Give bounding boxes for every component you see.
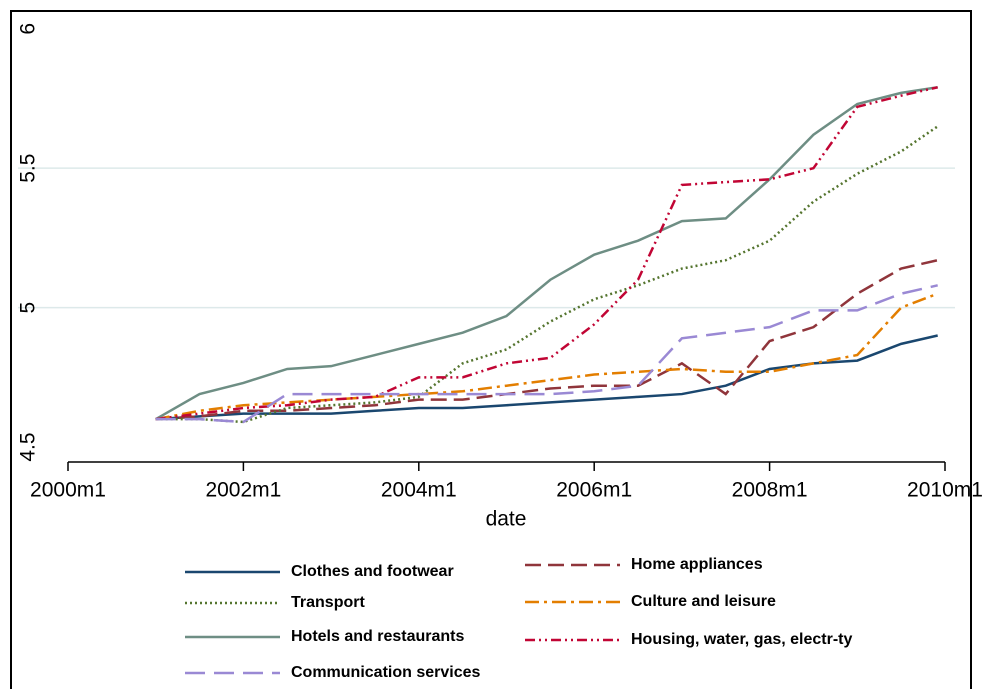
- y-tick-label: 6: [17, 23, 40, 35]
- x-tick-label: 2002m1: [205, 479, 281, 502]
- series-line: [155, 125, 939, 424]
- legend-label: Clothes and footwear: [291, 563, 454, 580]
- legend-label: Communication services: [291, 664, 481, 681]
- legend-label: Culture and leisure: [631, 593, 776, 610]
- x-axis-label: date: [486, 508, 527, 531]
- legend-label: Home appliances: [631, 556, 763, 573]
- y-tick-label: 5: [17, 302, 40, 314]
- y-tick-label: 4.5: [17, 432, 40, 461]
- series-line: [155, 86, 938, 421]
- x-tick-label: 2000m1: [30, 479, 106, 502]
- series-line: [155, 292, 939, 421]
- legend-label: Housing, water, gas, electr-ty: [631, 631, 853, 648]
- frame: [10, 10, 972, 689]
- x-tick-label: 2004m1: [381, 479, 457, 502]
- legend-label: Hotels and restaurants: [291, 628, 464, 645]
- legend-label: Transport: [291, 594, 365, 611]
- x-tick-label: 2010m1: [907, 479, 982, 502]
- y-tick-label: 5.5: [17, 154, 40, 183]
- x-tick-label: 2008m1: [732, 479, 808, 502]
- x-tick-label: 2006m1: [556, 479, 632, 502]
- series-line: [155, 258, 938, 421]
- series-line: [155, 86, 938, 421]
